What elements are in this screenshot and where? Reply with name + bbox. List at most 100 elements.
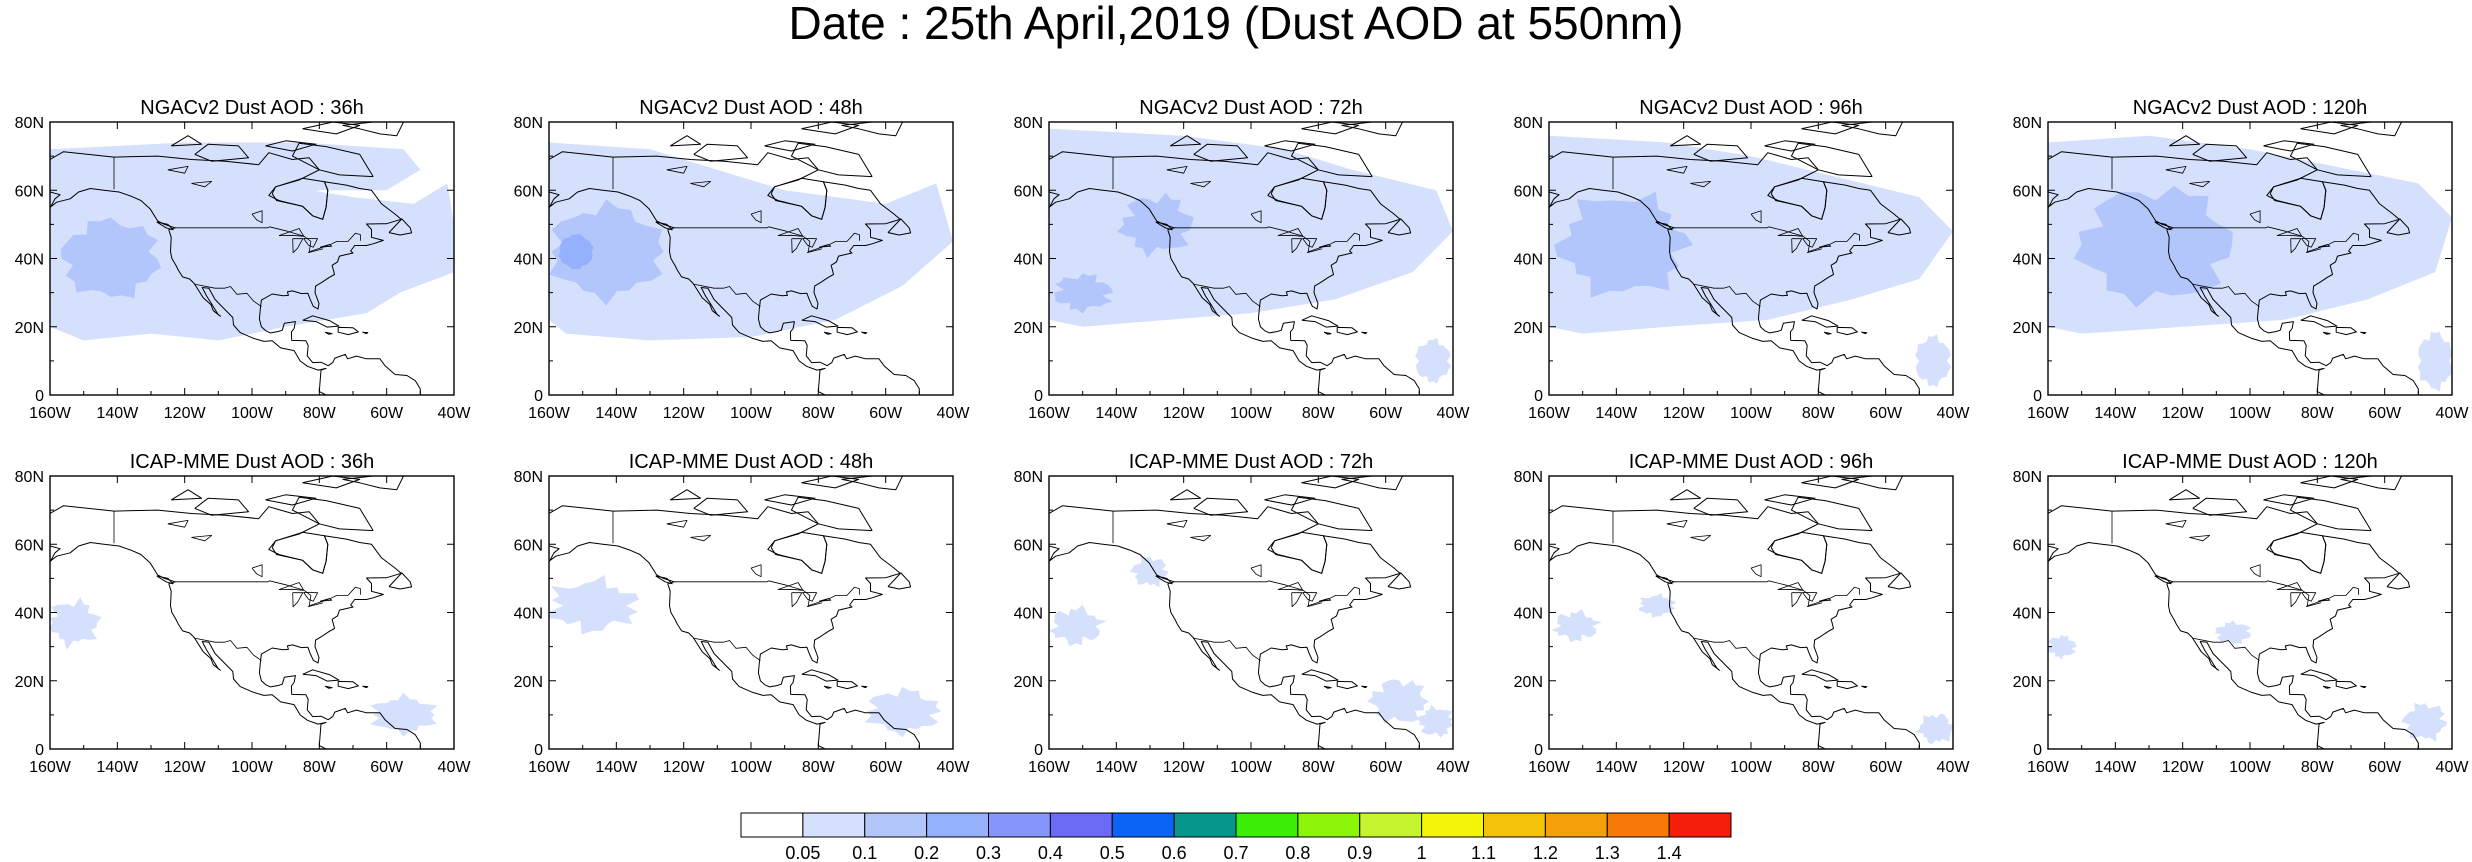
coastline-segment [841, 122, 903, 137]
hudson-bay-shore [1770, 177, 1828, 220]
y-tick-label: 80N [1014, 115, 1043, 132]
y-tick-label: 20N [514, 320, 543, 337]
colorbar-label: 1.2 [1533, 843, 1558, 862]
x-tick-label: 100W [1730, 759, 1773, 776]
y-tick-label: 40N [1014, 252, 1043, 269]
lake-outline [1791, 592, 1803, 608]
coastline [2048, 122, 2419, 395]
panel-title: ICAP-MME Dust AOD : 72h [1129, 451, 1374, 473]
colorbar-label: 0.6 [1162, 843, 1187, 862]
coastline-segment [1693, 497, 1749, 516]
coastline-segment [2300, 669, 2338, 682]
coastline-segment [1193, 143, 1249, 162]
x-tick-label: 120W [1163, 759, 1206, 776]
colorbar-label: 0.8 [1285, 843, 1310, 862]
colorbar-swatch [1111, 812, 1175, 838]
dust-field [2048, 122, 2452, 395]
coastline [1049, 122, 1420, 395]
dust-field [1549, 476, 1953, 749]
coastline-segment [2154, 575, 2172, 585]
x-tick-label: 120W [1663, 759, 1706, 776]
x-tick-label: 100W [2229, 405, 2272, 422]
dust-aod-shade [1915, 334, 1952, 388]
x-tick-label: 160W [528, 759, 571, 776]
coastline [50, 122, 421, 395]
dust-aod-shade [864, 687, 942, 738]
lake-outline [1190, 535, 1211, 542]
coastline-segment [156, 221, 174, 231]
y-tick-label: 0 [2033, 742, 2042, 759]
x-tick-label: 140W [96, 405, 139, 422]
lake-outline [2290, 592, 2302, 608]
coastline-segment [836, 326, 858, 336]
coastline-segment [1836, 680, 1858, 690]
us-mexico-border [2192, 637, 2260, 661]
colorbar-label: 0.3 [976, 843, 1001, 862]
x-tick-label: 100W [1230, 759, 1273, 776]
x-tick-label: 100W [231, 405, 274, 422]
x-tick-label: 80W [2301, 405, 2335, 422]
dust-field [50, 122, 454, 395]
map-panel: ICAP-MME Dust AOD : 36h 160W 140W 120W 100W 8… [15, 451, 472, 776]
us-canada-border [2172, 226, 2359, 253]
coastline-segment [362, 331, 369, 335]
lake-outline [1291, 238, 1303, 254]
x-tick-label: 100W [2229, 759, 2272, 776]
x-tick-label: 140W [2094, 759, 2137, 776]
us-canada-border [1173, 580, 1360, 607]
colorbar-label: 1 [1417, 843, 1427, 862]
coastline-segment [302, 669, 340, 682]
x-tick-label: 60W [370, 759, 404, 776]
coastline-segment [194, 143, 250, 162]
coastline-segment [1823, 685, 1832, 689]
us-canada-border [2172, 580, 2359, 607]
lake-outline [1291, 592, 1303, 608]
coastline-segment [1301, 476, 1360, 489]
coastline-segment [1336, 680, 1358, 690]
y-tick-label: 0 [35, 742, 44, 759]
x-tick-label: 140W [1095, 759, 1138, 776]
us-mexico-border [1693, 283, 1761, 307]
panel-title: ICAP-MME Dust AOD : 96h [1629, 451, 1874, 473]
x-tick-label: 80W [1302, 405, 1336, 422]
coastline-segment [1361, 331, 1368, 335]
hudson-bay-shore [271, 531, 329, 574]
dust-aod-shade [2048, 634, 2077, 660]
y-tick-label: 60N [514, 537, 543, 554]
x-tick-label: 100W [730, 759, 773, 776]
dust-field [549, 476, 953, 749]
dust-aod-shade [1551, 609, 1603, 643]
coastline-segment [1341, 122, 1403, 137]
y-tick-label: 0 [2033, 388, 2042, 405]
colorbar-swatch [1606, 812, 1670, 838]
lake-outline [666, 520, 688, 528]
dust-aod-shade [2214, 620, 2252, 645]
y-tick-label: 60N [2013, 183, 2042, 200]
x-tick-label: 60W [2368, 759, 2402, 776]
colorbar-label: 1.4 [1657, 843, 1682, 862]
y-tick-label: 80N [15, 469, 44, 486]
y-tick-label: 80N [1514, 469, 1543, 486]
y-tick-label: 60N [1014, 183, 1043, 200]
dust-aod-shade [1366, 679, 1429, 724]
coastline-segment [549, 505, 920, 749]
coastline-segment [1169, 489, 1201, 501]
x-tick-label: 100W [231, 759, 274, 776]
coastline-segment [1693, 143, 1749, 162]
y-tick-label: 80N [2013, 115, 2042, 132]
x-tick-label: 140W [1595, 405, 1638, 422]
colorbar-swatch [1297, 812, 1361, 838]
colorbar-swatch [1544, 812, 1608, 838]
dust-field [1549, 122, 1953, 395]
coastline-segment [1887, 572, 1912, 590]
y-tick-label: 60N [1514, 183, 1543, 200]
coastline-segment [2360, 331, 2367, 335]
lake-outline [251, 564, 263, 578]
y-tick-label: 20N [1514, 674, 1543, 691]
coastline-segment [2192, 143, 2248, 162]
panel-title: ICAP-MME Dust AOD : 48h [629, 451, 874, 473]
x-tick-label: 160W [1528, 405, 1571, 422]
lake-outline [167, 520, 189, 528]
hudson-bay-shore [1770, 531, 1828, 574]
